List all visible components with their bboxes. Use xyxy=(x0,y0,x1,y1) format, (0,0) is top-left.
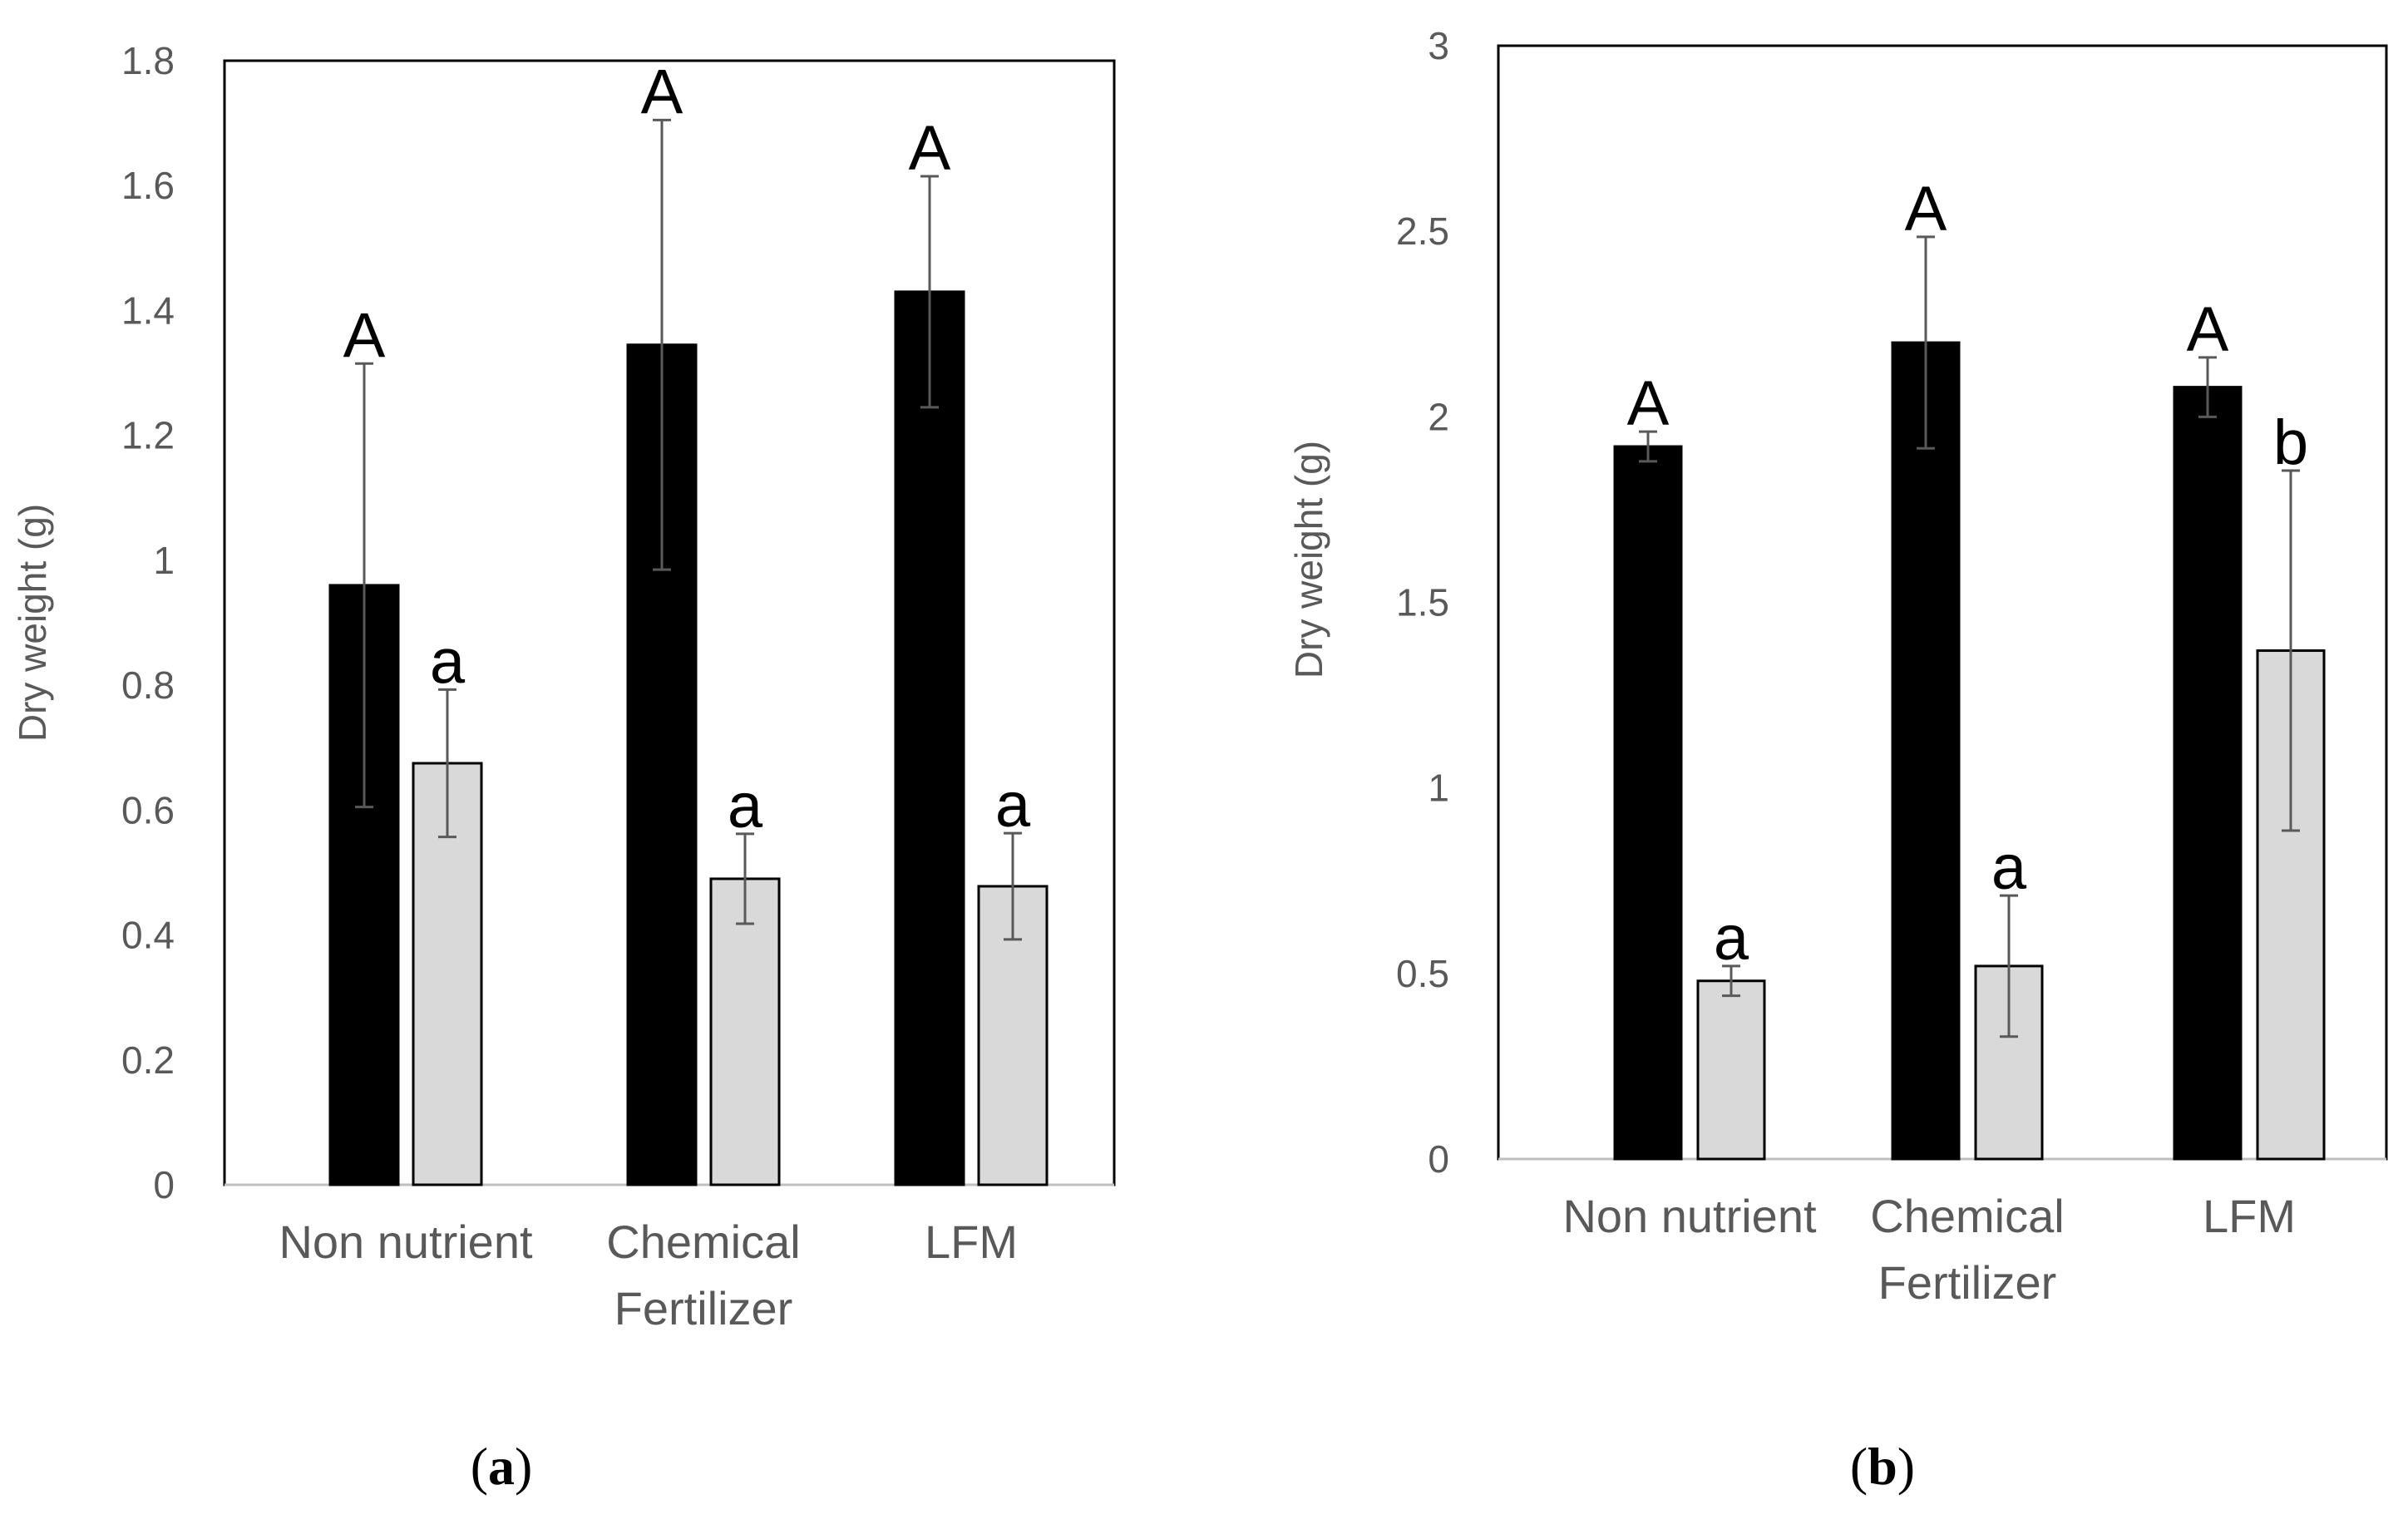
category-label: Non nutrient xyxy=(279,1216,533,1268)
bar-dark-0 xyxy=(1613,445,1683,1161)
y-tick-label: 2.5 xyxy=(1396,210,1449,253)
category-label: Chemical xyxy=(1870,1190,2064,1242)
y-tick-label: 0 xyxy=(153,1163,175,1206)
category-label: LFM xyxy=(2203,1190,2296,1242)
significance-letter-light-0: a xyxy=(430,626,466,697)
significance-letter-light-1: a xyxy=(1991,832,2027,903)
y-axis-title: Dry weight (g) xyxy=(1287,441,1330,678)
y-tick-label: 1.4 xyxy=(121,289,175,332)
y-tick-label: 0.2 xyxy=(121,1038,175,1082)
y-tick-label: 0.5 xyxy=(1396,952,1449,995)
y-axis-title: Dry weight (g) xyxy=(11,504,54,742)
y-tick-label: 0.4 xyxy=(121,914,175,957)
y-tick-label: 1 xyxy=(1428,767,1449,810)
y-tick-label: 1.8 xyxy=(121,39,175,82)
bar-dark-1 xyxy=(1891,341,1961,1161)
chart-panel-a: 0 0.2 0.4 0.6 0.8 1 1.2 1.4 1.6 1.8 Dry weight (g)… xyxy=(11,39,1116,1496)
y-tick-label: 1.6 xyxy=(121,164,175,207)
y-tick-label: 1.2 xyxy=(121,414,175,457)
significance-letter-light-2: b xyxy=(2273,407,2308,478)
y-tick-label: 3 xyxy=(1428,24,1449,67)
bar-light-1 xyxy=(709,877,781,1186)
y-tick-label: 0 xyxy=(1428,1137,1449,1181)
significance-letter-dark-0: A xyxy=(1627,368,1670,439)
category-label: Fertilizer xyxy=(614,1282,793,1334)
panel-label: (a) xyxy=(471,1437,533,1496)
bar-dark-2 xyxy=(2173,386,2243,1161)
significance-letter-light-2: a xyxy=(995,770,1031,841)
bar-dark-2 xyxy=(894,290,965,1186)
significance-letter-light-0: a xyxy=(1714,903,1749,974)
significance-letter-dark-0: A xyxy=(343,300,386,371)
significance-letter-light-1: a xyxy=(728,771,763,841)
significance-letter-dark-1: A xyxy=(641,57,683,127)
category-label: Chemical xyxy=(606,1216,800,1268)
y-tick-label: 0.8 xyxy=(121,663,175,707)
category-label: LFM xyxy=(925,1216,1018,1268)
bar-light-0 xyxy=(1696,979,1766,1161)
y-tick-label: 2 xyxy=(1428,395,1449,438)
y-tick-label: 0.6 xyxy=(121,788,175,831)
panel-label: (b) xyxy=(1850,1437,1915,1496)
significance-letter-dark-1: A xyxy=(1905,174,1947,244)
chart-panel-b: 0 0.5 1 1.5 2 2.5 3 Dry weight (g) A A Aa a b Non nut… xyxy=(1287,24,2388,1496)
significance-letter-dark-2: A xyxy=(2187,294,2229,365)
category-label: Fertilizer xyxy=(1878,1256,2057,1309)
significance-letter-dark-2: A xyxy=(909,113,951,184)
category-label: Non nutrient xyxy=(1562,1190,1817,1242)
bar-light-2 xyxy=(977,885,1049,1186)
y-tick-label: 1 xyxy=(153,539,175,582)
y-tick-label: 1.5 xyxy=(1396,581,1449,624)
